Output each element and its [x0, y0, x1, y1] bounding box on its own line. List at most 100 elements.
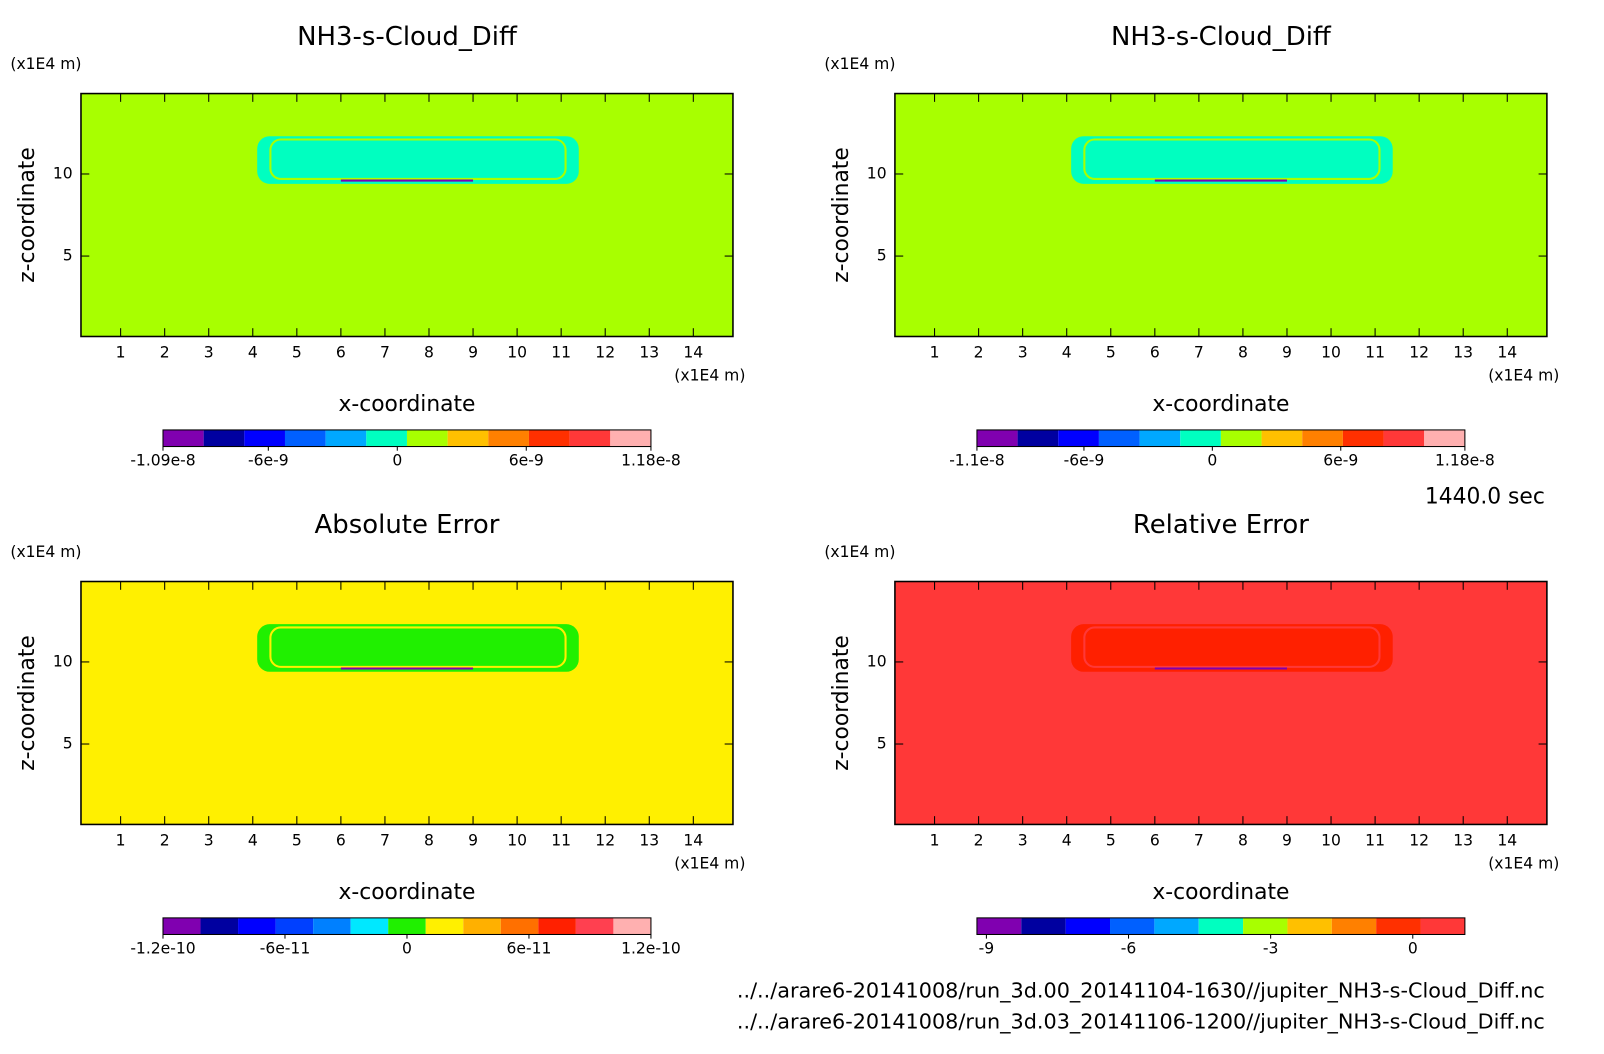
- time-label: 1440.0 sec: [1425, 484, 1545, 509]
- colorbar-tick-label: -6e-9: [1064, 452, 1105, 470]
- colorbar-tick-label: -9: [979, 940, 995, 958]
- colorbar-box: [162, 917, 201, 935]
- colorbar-box: [200, 917, 239, 935]
- colorbar-box: [1139, 429, 1181, 447]
- colorbar-box: [569, 429, 611, 447]
- x-tick-label: 7: [1194, 344, 1204, 362]
- colorbar-tick-label: -1.09e-8: [130, 452, 195, 470]
- x-tick-label: 1: [116, 832, 126, 850]
- y-unit: (x1E4 m): [824, 543, 895, 561]
- panel-title: Absolute Error: [315, 510, 500, 540]
- colorbar-box: [275, 917, 314, 935]
- x-tick-label: 10: [1321, 832, 1341, 850]
- x-tick-label: 2: [974, 344, 984, 362]
- feature-edge: [269, 626, 567, 668]
- x-tick-label: 2: [160, 344, 170, 362]
- colorbar-tick-label: -1.2e-10: [130, 940, 195, 958]
- colorbar-box: [1420, 917, 1465, 935]
- y-tick-label: 10: [867, 652, 887, 670]
- panel-title: NH3-s-Cloud_Diff: [297, 22, 518, 52]
- feature: [1071, 136, 1393, 184]
- colorbar-box: [1342, 429, 1384, 447]
- x-tick-label: 7: [380, 832, 390, 850]
- colorbar-box: [388, 917, 426, 935]
- x-tick-label: 2: [974, 832, 984, 850]
- y-unit: (x1E4 m): [10, 55, 81, 73]
- y-tick-label: 10: [53, 164, 73, 182]
- plot-frame: [894, 580, 1548, 826]
- field: [894, 581, 1547, 825]
- x-tick-label: 9: [468, 832, 478, 850]
- x-unit: (x1E4 m): [674, 366, 745, 384]
- x-tick-label: 3: [1018, 832, 1028, 850]
- colorbar-box: [162, 429, 204, 447]
- colorbar-tick-label: 6e-9: [509, 452, 544, 470]
- x-tick-label: 9: [1282, 344, 1292, 362]
- colorbar-box: [238, 917, 276, 935]
- x-tick-label: 4: [1062, 832, 1072, 850]
- colorbar-tick-label: -6e-11: [260, 940, 311, 958]
- x-tick-label: 9: [1282, 832, 1292, 850]
- colorbar-tick-label: 6e-9: [1323, 452, 1358, 470]
- x-tick-label: 12: [595, 832, 615, 850]
- colorbar-box: [1302, 429, 1343, 447]
- panel-title: NH3-s-Cloud_Diff: [1111, 22, 1332, 52]
- x-unit: (x1E4 m): [674, 854, 745, 872]
- x-tick-label: 14: [683, 344, 703, 362]
- colorbar-box: [463, 917, 501, 935]
- plot-frame: [80, 92, 734, 338]
- x-tick-label: 10: [1321, 344, 1341, 362]
- colorbar-box: [1287, 917, 1332, 935]
- colorbar-tick-label: -6e-9: [248, 452, 289, 470]
- colorbar-box: [244, 429, 285, 447]
- x-tick-label: 7: [1194, 832, 1204, 850]
- x-tick-label: 14: [1497, 832, 1517, 850]
- colorbar-tick-label: 1.18e-8: [1435, 452, 1495, 470]
- file-path: ../../arare6-20141008/run_3d.00_20141104…: [737, 979, 1545, 1004]
- x-tick-label: 14: [1497, 344, 1517, 362]
- colorbar-box: [313, 917, 351, 935]
- colorbar-box: [538, 917, 576, 935]
- feature-edge: [269, 138, 567, 180]
- x-tick-label: 12: [1409, 832, 1429, 850]
- x-tick-label: 10: [507, 832, 527, 850]
- y-tick-label: 5: [63, 735, 73, 753]
- colorbar-tick-label: 1.2e-10: [621, 940, 681, 958]
- field: [894, 93, 1547, 337]
- colorbar-box: [366, 429, 407, 447]
- colorbar-box: [976, 429, 1018, 447]
- x-tick-label: 13: [639, 832, 659, 850]
- x-tick-label: 8: [424, 344, 434, 362]
- x-tick-label: 14: [683, 832, 703, 850]
- feature-edge: [1083, 138, 1381, 180]
- x-tick-label: 4: [248, 344, 258, 362]
- colorbar-box: [1065, 917, 1111, 935]
- colorbar-tick-label: -6: [1121, 940, 1137, 958]
- colorbar-box: [1220, 429, 1262, 447]
- colorbar-box: [425, 917, 464, 935]
- colorbar-frame: [162, 429, 652, 448]
- x-tick-label: 8: [1238, 832, 1248, 850]
- x-tick-label: 8: [1238, 344, 1248, 362]
- colorbar-tick-label: -1.1e-8: [949, 452, 1004, 470]
- x-tick-label: 12: [595, 344, 615, 362]
- colorbar-box: [1154, 917, 1199, 935]
- x-tick-label: 6: [1150, 344, 1160, 362]
- y-axis-label: z-coordinate: [15, 635, 40, 771]
- feature: [257, 136, 579, 184]
- x-tick-label: 3: [204, 832, 214, 850]
- colorbar-box: [1424, 429, 1465, 447]
- x-tick-label: 13: [639, 344, 659, 362]
- x-tick-label: 4: [248, 832, 258, 850]
- y-tick-label: 10: [53, 652, 73, 670]
- plot-frame: [80, 580, 734, 826]
- x-axis-label: x-coordinate: [338, 880, 475, 905]
- x-tick-label: 13: [1453, 832, 1473, 850]
- field: [80, 581, 733, 825]
- colorbar-box: [1098, 429, 1140, 447]
- y-tick-label: 10: [867, 164, 887, 182]
- colorbar-tick-label: -3: [1263, 940, 1279, 958]
- colorbar-box: [1331, 917, 1377, 935]
- x-tick-label: 11: [551, 832, 571, 850]
